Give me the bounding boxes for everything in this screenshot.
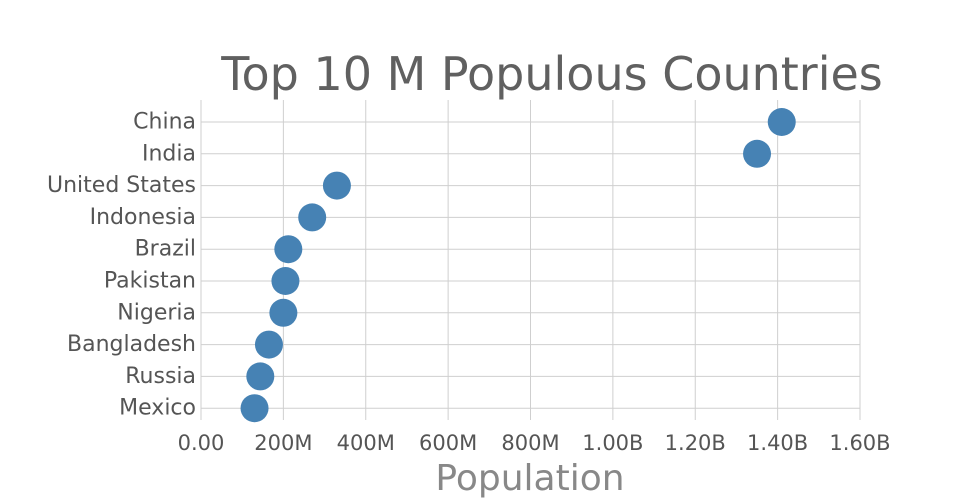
x-tick-label: 200M bbox=[254, 431, 312, 455]
data-point-indonesia bbox=[298, 203, 327, 232]
category-label-united-states: United States bbox=[47, 173, 196, 198]
data-point-nigeria bbox=[269, 298, 298, 327]
data-point-pakistan bbox=[271, 267, 300, 295]
grid-layer bbox=[200, 100, 861, 420]
x-tick-label: 600M bbox=[419, 431, 477, 455]
category-label-china: China bbox=[133, 110, 196, 135]
data-point-india bbox=[743, 139, 772, 168]
category-label-bangladesh: Bangladesh bbox=[67, 332, 196, 357]
data-point-layer bbox=[240, 108, 796, 423]
category-label-russia: Russia bbox=[125, 364, 196, 389]
category-label-nigeria: Nigeria bbox=[117, 300, 196, 325]
category-label-indonesia: Indonesia bbox=[90, 205, 196, 230]
category-label-brazil: Brazil bbox=[135, 237, 196, 262]
chart-title: Top 10 M Populous Countries bbox=[220, 47, 883, 101]
category-label-mexico: Mexico bbox=[119, 396, 196, 421]
x-tick-label: 1.20B bbox=[665, 431, 726, 455]
data-point-bangladesh bbox=[254, 330, 283, 359]
data-point-brazil bbox=[274, 235, 303, 264]
category-label-pakistan: Pakistan bbox=[104, 269, 196, 294]
x-axis-title: Population bbox=[435, 458, 624, 499]
data-point-united-states bbox=[322, 171, 351, 200]
x-tick-label: 1.00B bbox=[582, 431, 643, 455]
category-label-layer: China India United States Indonesia Brazil Pa… bbox=[47, 110, 196, 421]
x-tick-label: 1.60B bbox=[829, 431, 890, 455]
data-point-mexico bbox=[240, 394, 269, 423]
x-tick-label: 0.00 bbox=[178, 431, 225, 455]
data-point-russia bbox=[246, 362, 275, 391]
category-label-india: India bbox=[142, 141, 196, 166]
data-point-china bbox=[767, 108, 796, 136]
x-tick-label: 400M bbox=[337, 431, 395, 455]
x-tick-layer: 0.00 200M 400M 600M 800M 1.00B 1.20B 1.40B 1.60B bbox=[178, 431, 891, 455]
x-tick-label: 800M bbox=[501, 431, 559, 455]
x-tick-label: 1.40B bbox=[747, 431, 808, 455]
